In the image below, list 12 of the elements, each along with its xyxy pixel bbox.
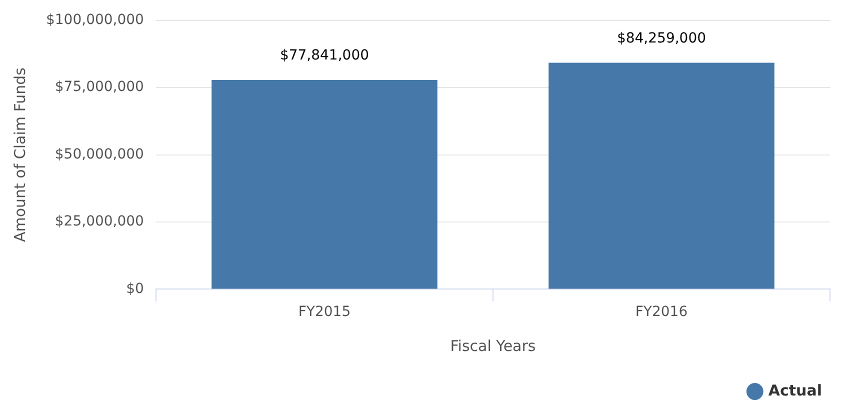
x-axis-title: Fiscal Years — [450, 336, 536, 355]
y-tick-label: $75,000,000 — [54, 79, 144, 96]
data-label: $84,259,000 — [616, 30, 706, 46]
y-tick-label: $25,000,000 — [54, 214, 144, 230]
x-tick-label: FY2015 — [298, 304, 351, 320]
y-tick-label: $50,000,000 — [54, 146, 144, 162]
x-tick-label: FY2016 — [635, 304, 688, 320]
data-label: $77,841,000 — [280, 48, 370, 64]
y-axis-title: Amount of Claim Funds — [10, 67, 29, 242]
legend-label: Actual — [768, 381, 822, 400]
y-tick-label: $0 — [126, 280, 144, 297]
y-tick-label: $100,000,000 — [46, 12, 144, 28]
